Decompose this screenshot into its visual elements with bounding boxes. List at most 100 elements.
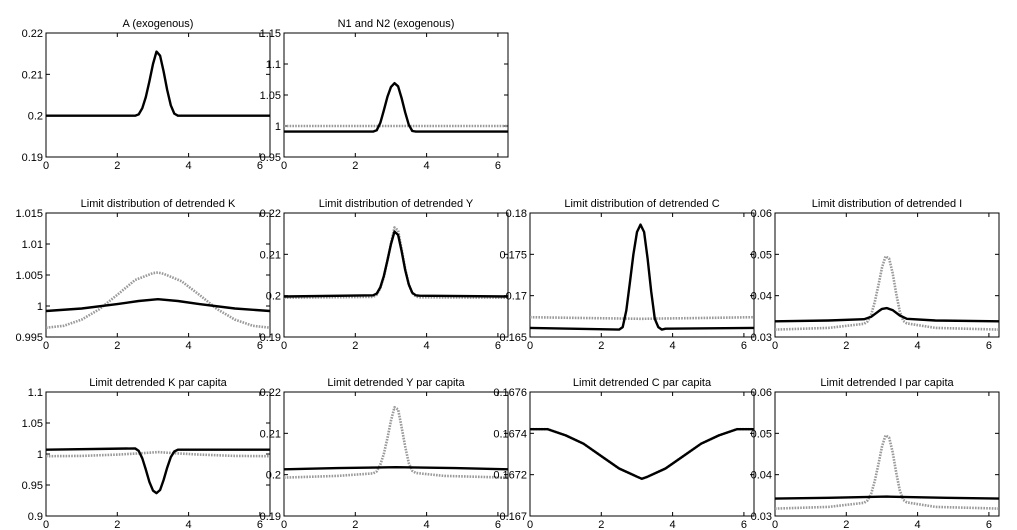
series-line-dotted	[284, 405, 508, 479]
series-line-solid	[530, 223, 754, 331]
x-tick-label: 4	[670, 519, 676, 530]
y-tick-label: 0.1676	[493, 387, 527, 399]
series-line-solid	[46, 447, 270, 495]
x-tick-label: 4	[915, 340, 921, 352]
x-tick-label: 4	[424, 160, 430, 172]
y-tick-label: 0.04	[751, 470, 772, 482]
y-tick-label: 0.03	[751, 511, 772, 523]
y-tick-label: 1.01	[22, 239, 43, 251]
y-tick-label: 0.04	[751, 291, 772, 303]
x-tick-label: 0	[527, 340, 533, 352]
y-tick-label: 1.015	[15, 208, 43, 220]
y-tick-label: 0.22	[260, 208, 281, 220]
axes-box	[774, 212, 1000, 338]
x-tick-label: 0	[281, 519, 287, 530]
panel-title: Limit distribution of detrended C	[564, 198, 719, 210]
x-tick-label: 0	[43, 340, 49, 352]
y-tick-label: 1.1	[266, 59, 281, 71]
x-tick-label: 2	[598, 519, 604, 530]
panel-Kpc: Limit detrended K par capita 0.9 0.95 1 1.05…	[22, 377, 271, 530]
x-tick-label: 6	[986, 519, 992, 530]
y-tick-label: 0.06	[751, 208, 772, 220]
series-line-dotted	[775, 255, 999, 331]
x-tick-label: 2	[843, 340, 849, 352]
panel-title: N1 and N2 (exogenous)	[338, 18, 455, 30]
x-tick-label: 2	[598, 340, 604, 352]
y-tick-label: 1	[37, 301, 43, 313]
x-tick-label: 6	[257, 519, 263, 530]
x-tick-label: 0	[772, 519, 778, 530]
series-line-solid	[775, 306, 999, 323]
y-tick-label: 0.95	[260, 152, 281, 164]
series-line-solid	[775, 495, 999, 500]
series-line-solid	[46, 298, 270, 313]
panel-title: Limit detrended K par capita	[89, 377, 227, 389]
panel-N: N1 and N2 (exogenous) 0.95 1 1.05 1.1 1.15 0 2 4…	[260, 18, 509, 172]
x-tick-label: 4	[424, 519, 430, 530]
x-tick-label: 0	[527, 519, 533, 530]
x-tick-label: 4	[424, 340, 430, 352]
y-tick-label: 0.03	[751, 332, 772, 344]
y-tick-label: 0.18	[506, 208, 527, 220]
y-tick-label: 0.165	[499, 332, 527, 344]
y-tick-label: 1	[37, 449, 43, 461]
x-tick-label: 2	[352, 519, 358, 530]
panel-title: Limit distribution of detrended Y	[319, 198, 474, 210]
series-line-solid	[284, 466, 508, 471]
y-tick-label: 0.21	[260, 249, 281, 261]
panel-title: Limit distribution of detrended K	[81, 198, 236, 210]
y-tick-label: 0.05	[751, 428, 772, 440]
y-tick-label: 0.19	[22, 152, 43, 164]
x-tick-label: 6	[257, 340, 263, 352]
y-tick-label: 0.05	[751, 249, 772, 261]
x-tick-label: 2	[114, 519, 120, 530]
x-tick-label: 6	[495, 340, 501, 352]
x-tick-label: 0	[43, 519, 49, 530]
x-tick-label: 4	[670, 340, 676, 352]
axes-box	[774, 391, 1000, 517]
series-line-solid	[284, 81, 508, 133]
panel-C: Limit distribution of detrended C 0.165 0.…	[499, 198, 755, 352]
panel-K: Limit distribution of detrended K 0.995 1 1…	[15, 198, 271, 352]
axes-box	[529, 212, 755, 338]
x-tick-label: 0	[43, 160, 49, 172]
panel-title: Limit detrended C par capita	[573, 377, 712, 389]
y-tick-label: 0.19	[260, 332, 281, 344]
x-tick-label: 0	[772, 340, 778, 352]
x-tick-label: 2	[352, 340, 358, 352]
y-tick-label: 1.05	[22, 418, 43, 430]
panel-title: Limit distribution of detrended I	[812, 198, 962, 210]
panel-Ypc: Limit detrended Y par capita 0.19 0.2 0.21 0…	[260, 377, 509, 530]
panel-title: Limit detrended Y par capita	[327, 377, 465, 389]
axes-box	[283, 391, 509, 517]
x-tick-label: 2	[352, 160, 358, 172]
y-tick-label: 1.05	[260, 90, 281, 102]
axes-box	[283, 32, 509, 158]
x-tick-label: 4	[915, 519, 921, 530]
y-tick-label: 0.2	[28, 111, 43, 123]
x-tick-label: 0	[281, 160, 287, 172]
y-tick-label: 0.2	[266, 291, 281, 303]
series-line-dotted	[284, 226, 508, 299]
series-line-dotted	[775, 434, 999, 510]
x-tick-label: 6	[986, 340, 992, 352]
panel-Y: Limit distribution of detrended Y 0.19 0.2…	[260, 198, 509, 352]
series-line-solid	[284, 230, 508, 298]
y-tick-label: 0.22	[260, 387, 281, 399]
x-tick-label: 4	[186, 340, 192, 352]
y-tick-label: 0.21	[22, 69, 43, 81]
y-tick-label: 0.22	[22, 28, 43, 40]
x-tick-label: 6	[495, 160, 501, 172]
axes-box	[45, 391, 271, 517]
x-tick-label: 6	[741, 340, 747, 352]
panel-I: Limit distribution of detrended I 0.03 0.0…	[751, 198, 1000, 352]
series-line-solid	[46, 50, 270, 117]
y-tick-label: 0.995	[15, 332, 43, 344]
x-tick-label: 2	[114, 160, 120, 172]
y-tick-label: 0.17	[506, 291, 527, 303]
series-line-solid	[530, 428, 754, 480]
x-tick-label: 6	[257, 160, 263, 172]
panel-Cpc: Limit detrended C par capita 0.167 0.1672 0…	[493, 377, 755, 530]
y-tick-label: 0.1672	[493, 470, 527, 482]
